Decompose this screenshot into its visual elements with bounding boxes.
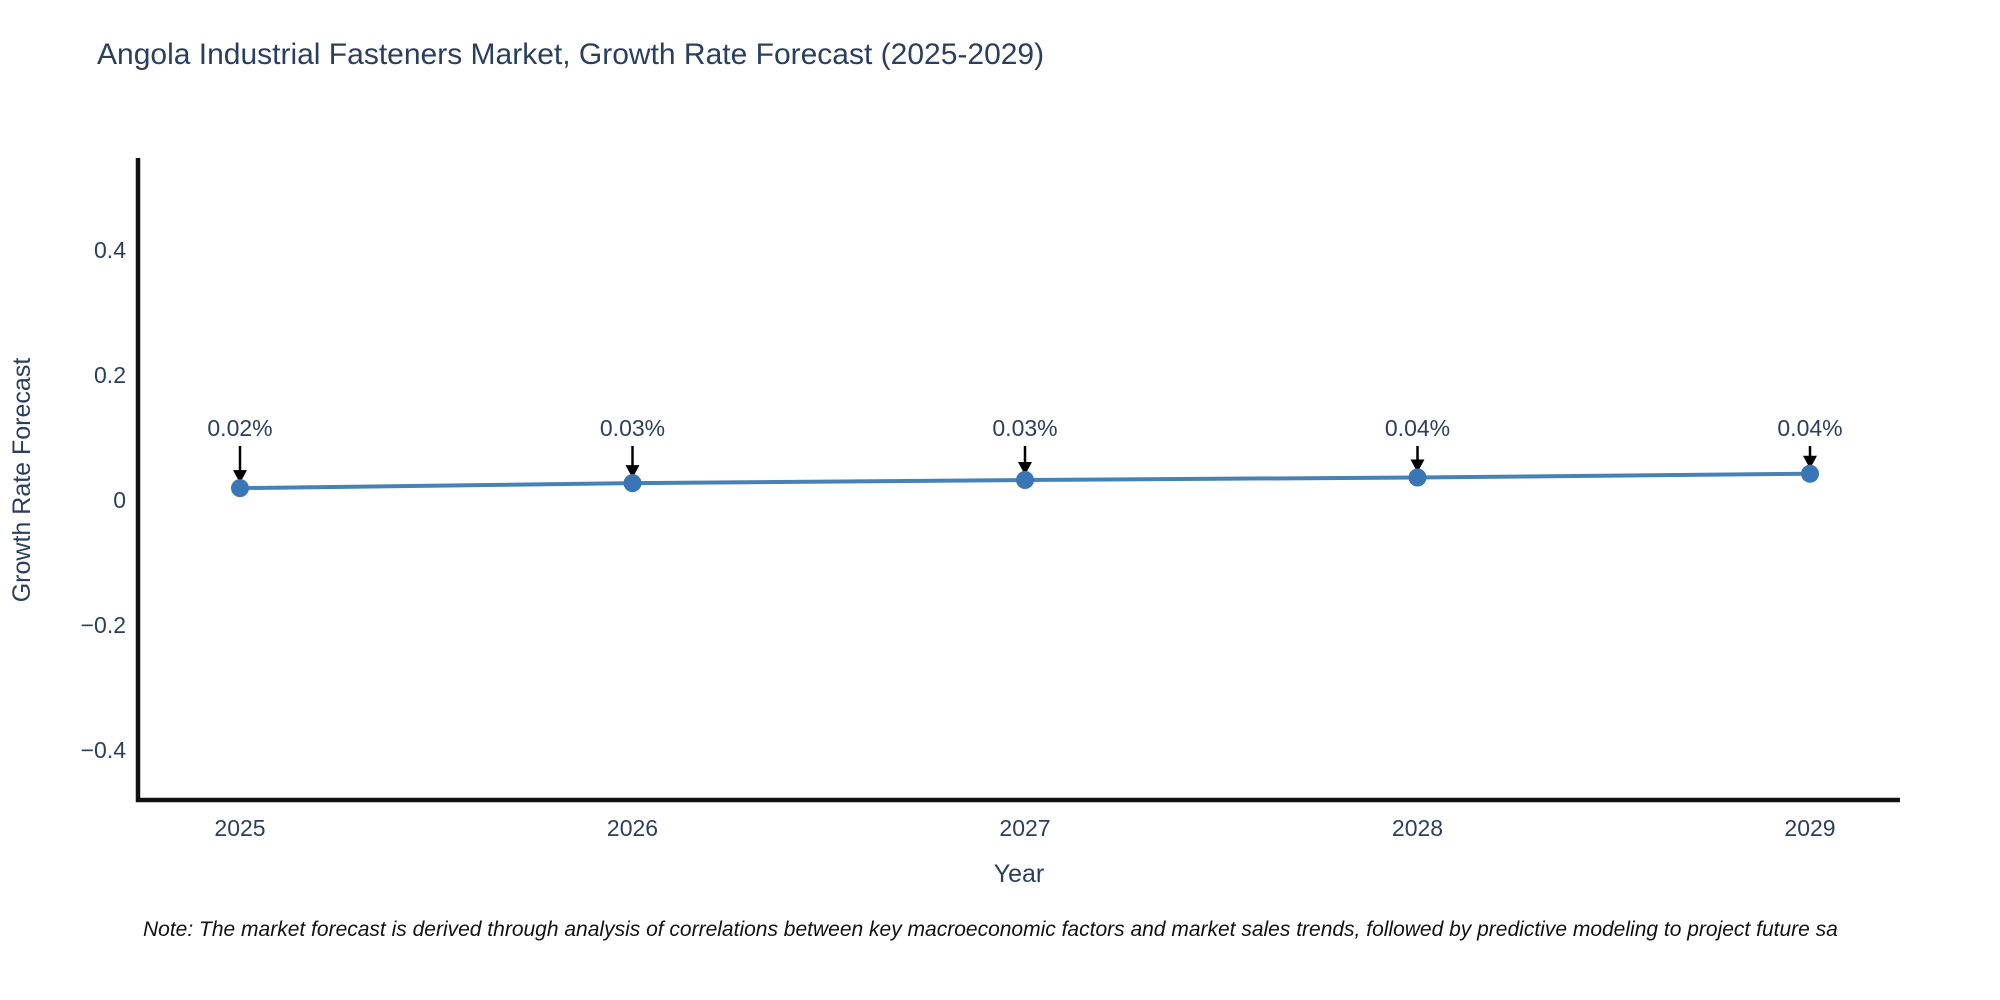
y-tick-label: −0.4 <box>81 737 127 763</box>
x-tick-label: 2029 <box>1784 815 1835 841</box>
point-annotation-label: 0.02% <box>207 415 272 441</box>
x-tick-label: 2027 <box>999 815 1050 841</box>
data-point-marker <box>231 479 249 498</box>
data-point-marker <box>623 474 642 493</box>
data-point-marker <box>1801 464 1819 483</box>
annotation-arrow-head-icon <box>625 465 640 479</box>
x-tick-label: 2026 <box>607 815 658 841</box>
y-tick-label: −0.2 <box>81 612 126 638</box>
y-tick-label: 0.2 <box>94 362 126 388</box>
y-axis-title: Growth Rate Forecast <box>8 358 36 603</box>
annotation-arrow-head-icon <box>1018 462 1032 475</box>
x-axis-title: Year <box>994 860 1045 888</box>
point-annotation-label: 0.04% <box>1777 415 1842 441</box>
annotation-arrow-head-icon <box>1803 455 1817 469</box>
data-point-marker <box>1016 471 1034 489</box>
x-tick-label: 2028 <box>1392 815 1443 841</box>
x-tick-label: 2025 <box>214 815 265 841</box>
annotation-arrow-head-icon <box>233 470 247 484</box>
footnote: Note: The market forecast is derived thr… <box>143 918 1838 941</box>
y-tick-label: 0 <box>113 487 126 513</box>
point-annotation-label: 0.03% <box>600 415 665 441</box>
y-tick-label: 0.4 <box>94 237 126 263</box>
point-annotation-label: 0.04% <box>1385 415 1450 441</box>
point-annotation-label: 0.03% <box>992 415 1057 441</box>
annotation-arrow-head-icon <box>1410 459 1425 473</box>
chart-title: Angola Industrial Fasteners Market, Grow… <box>97 38 1045 71</box>
data-point-marker <box>1408 468 1427 487</box>
